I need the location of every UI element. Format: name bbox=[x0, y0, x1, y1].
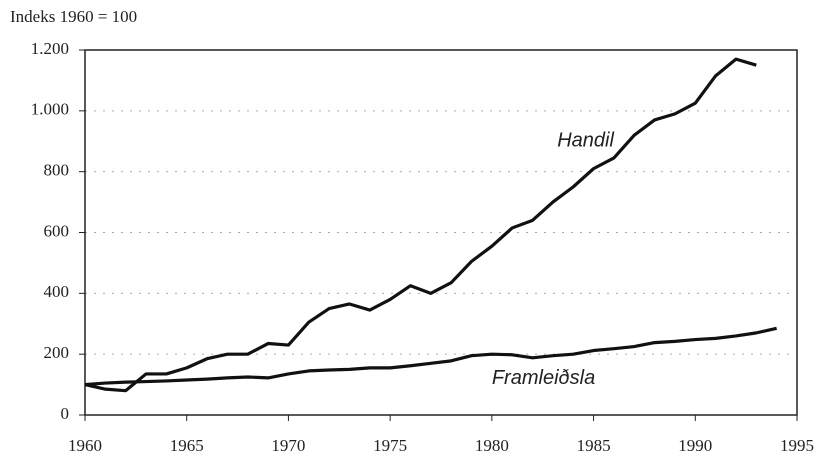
y-tick-label: 1.000 bbox=[31, 100, 69, 119]
x-tick-label: 1965 bbox=[170, 436, 204, 455]
line-series bbox=[84, 57, 757, 393]
y-tick-label: 800 bbox=[44, 161, 70, 180]
x-tick-label: 1995 bbox=[780, 436, 814, 455]
line-series bbox=[84, 326, 778, 387]
x-tick-label: 1960 bbox=[68, 436, 102, 455]
y-axis-label: Indeks 1960 = 100 bbox=[10, 7, 137, 26]
y-tick-label: 1.200 bbox=[31, 39, 69, 58]
series-label: Handil bbox=[557, 130, 614, 152]
x-tick-label: 1990 bbox=[678, 436, 712, 455]
x-tick-label: 1975 bbox=[373, 436, 407, 455]
x-tick-label: 1985 bbox=[577, 436, 611, 455]
y-tick-label: 0 bbox=[61, 404, 70, 423]
y-tick-label: 200 bbox=[44, 343, 70, 362]
y-tick-label: 400 bbox=[44, 282, 70, 301]
y-tick-label: 600 bbox=[44, 221, 70, 240]
plot-frame bbox=[84, 49, 798, 416]
series-label: Framleiðsla bbox=[492, 367, 595, 389]
x-tick-label: 1970 bbox=[271, 436, 305, 455]
x-tick-label: 1980 bbox=[475, 436, 509, 455]
